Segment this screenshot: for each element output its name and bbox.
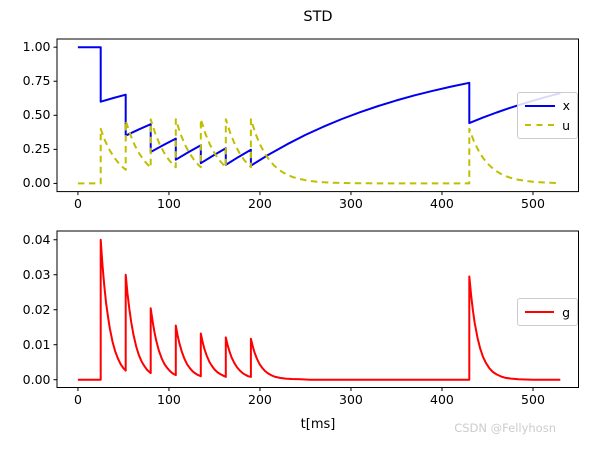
x-tick-label: 400 [430,196,454,212]
legend-top: x u [517,92,578,139]
y-tick-label: 0.02 [22,301,51,317]
y-tick-label: 0.04 [22,231,51,247]
axes-0 [53,38,579,196]
x-tick-label: 400 [430,392,454,407]
series-g-line [77,238,561,381]
y-tick-label: 1.00 [22,39,51,55]
y-tick-label: 0.75 [22,73,51,89]
legend-bottom: g [517,298,578,326]
x-tick-label: 200 [248,196,272,212]
x-tick-label: 300 [339,196,363,212]
x-tick-label: 0 [73,392,82,407]
y-tick-label: 0.03 [22,266,51,282]
legend-entry-u: u [525,118,570,133]
chart-title: STD [303,9,333,25]
legend-label-x: x [562,98,570,114]
y-tick-label: 0.50 [22,107,51,123]
axes-1 [53,230,579,391]
x-tick-label: 200 [248,392,272,407]
series-u-line [77,118,561,185]
x-tick-label: 300 [339,392,363,407]
legend-entry-x: x [525,98,570,113]
y-tick-label: 0.01 [22,336,51,352]
watermark: CSDN @Fellyhosn [454,421,556,435]
x-tick-label: 100 [157,392,181,407]
x-tick-label: 100 [157,196,181,212]
x-tick-label: 500 [521,196,545,212]
y-tick-label: 0.00 [22,371,51,387]
legend-entry-g: g [525,305,570,320]
x-tick-label: 500 [521,392,545,407]
x-tick-label: 0 [73,196,82,212]
x-axis-label: t[ms] [300,417,336,432]
legend-line-sample-u-icon [525,124,555,127]
axes-frame [56,38,579,193]
legend-label-g: g [562,304,570,320]
y-tick-label: 0.25 [22,141,51,157]
legend-line-sample-g-icon [525,311,555,313]
axes-frame [56,230,579,388]
legend-line-sample-x-icon [525,104,555,107]
legend-label-u: u [562,117,570,133]
y-tick-label: 0.00 [22,175,51,191]
